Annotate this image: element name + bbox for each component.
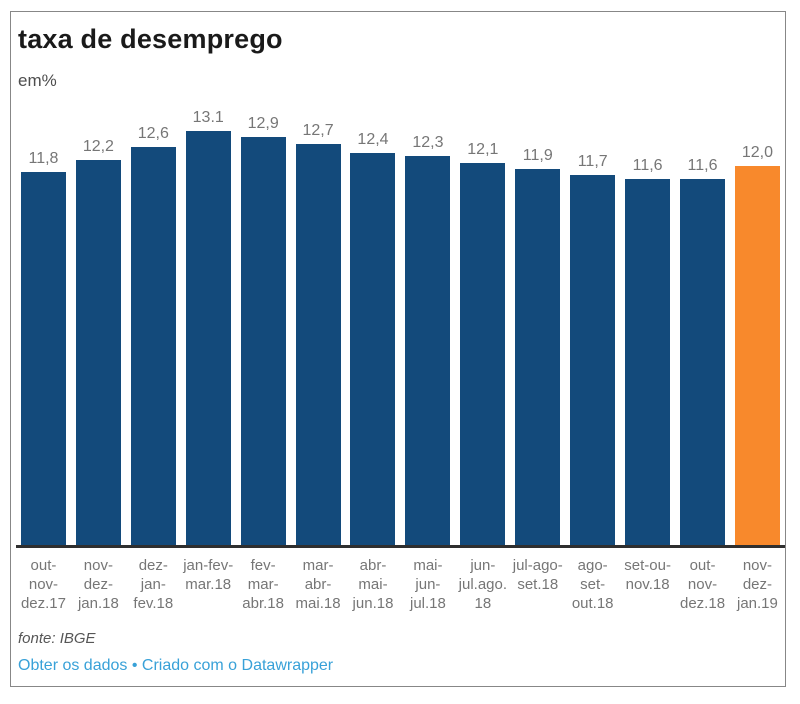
bar-column: 12,9: [236, 115, 291, 546]
x-axis-label: jan-fev-mar.18: [183, 557, 234, 593]
bar-column: 11,9: [510, 147, 565, 546]
bar-value-label: 12,2: [82, 137, 114, 155]
x-axis-label: out-nov-dez.17: [20, 557, 66, 612]
bar-value-label: 12,1: [467, 140, 499, 158]
bar[interactable]: [460, 162, 506, 546]
attribution-links: Obter os dados • Criado com o Datawrappe…: [18, 657, 333, 675]
x-axis-label: out-nov-dez.18: [680, 557, 726, 612]
bar[interactable]: [20, 172, 66, 546]
bar-value-label: 12,0: [741, 143, 774, 161]
chart-subtitle: em%: [18, 71, 57, 90]
bar-value-label: 12,9: [247, 115, 279, 133]
bar[interactable]: [515, 169, 561, 546]
chart-title: taxa de desemprego: [18, 24, 283, 54]
bar-value-label: 11,6: [687, 156, 718, 174]
bar-value-label: 11,8: [28, 150, 59, 168]
link-separator: •: [131, 657, 138, 674]
bar-column: 12,1: [455, 141, 510, 546]
bar[interactable]: [295, 143, 341, 546]
bar-value-label: 11,7: [577, 153, 608, 171]
x-axis-line: [16, 545, 785, 548]
x-axis-label: fev-mar-abr.18: [242, 557, 284, 612]
x-axis-label: mar-abr-mai.18: [295, 557, 341, 612]
x-axis-label: ago-set-out.18: [571, 557, 614, 612]
x-axis-label: jun-jul.ago. 18: [458, 557, 508, 612]
bar-column: 11,6: [620, 156, 675, 546]
bar-value-label: 12,6: [137, 124, 169, 142]
x-axis-label: abr-mai-jun.18: [352, 557, 394, 612]
bar-highlighted[interactable]: [734, 165, 780, 546]
bar-value-label: 11,6: [632, 156, 663, 174]
bar[interactable]: [680, 178, 726, 546]
x-axis-label: dez-jan-fev.18: [133, 557, 174, 612]
bar-column: 13.1: [181, 109, 236, 546]
x-axis-label: jul-ago-set.18: [512, 557, 563, 593]
bar-group: 11,8 12,2 12,6 13.1 12,9 12,7 12,4 12,3 12,1 11,9…: [16, 100, 785, 546]
datawrapper-credit-link[interactable]: Criado com o Datawrapper: [141, 657, 334, 674]
bar-value-label: 13.1: [192, 109, 224, 126]
bar-value-label: 12,3: [412, 134, 444, 152]
bar-column: 11,8: [16, 150, 71, 546]
bar-value-label: 11,9: [522, 147, 553, 164]
bar-column: 12,2: [71, 137, 126, 546]
bar[interactable]: [405, 156, 451, 546]
bar-column: 12,0: [730, 144, 785, 546]
bar-column: 12,4: [346, 131, 401, 546]
x-axis-label: nov-dez-jan.18: [77, 557, 119, 612]
bar[interactable]: [570, 175, 616, 546]
bar-value-label: 12,4: [357, 131, 389, 149]
bar-column: 12,3: [400, 134, 455, 546]
bar[interactable]: [130, 146, 176, 546]
x-axis-label: mai-jun-jul.18: [409, 557, 446, 612]
bar-column: 12,7: [291, 122, 346, 546]
bar-column: 12,6: [126, 125, 181, 546]
x-axis-labels: out-nov-dez.17 nov-dez-jan.18 dez-jan-fev.…: [16, 556, 785, 613]
bar[interactable]: [625, 178, 671, 546]
bar-column: 11,7: [565, 153, 620, 546]
x-axis-label: nov-dez-jan.19: [737, 557, 778, 612]
bar[interactable]: [350, 153, 396, 546]
bar[interactable]: [240, 137, 286, 546]
bar[interactable]: [75, 159, 121, 546]
x-axis-label: set-ou-nov.18: [624, 557, 671, 593]
source-note: fonte: IBGE: [18, 630, 96, 647]
bar-value-label: 12,7: [302, 121, 334, 139]
bar[interactable]: [185, 131, 231, 546]
get-data-link[interactable]: Obter os dados: [18, 657, 128, 674]
bar-column: 11,6: [675, 156, 730, 546]
